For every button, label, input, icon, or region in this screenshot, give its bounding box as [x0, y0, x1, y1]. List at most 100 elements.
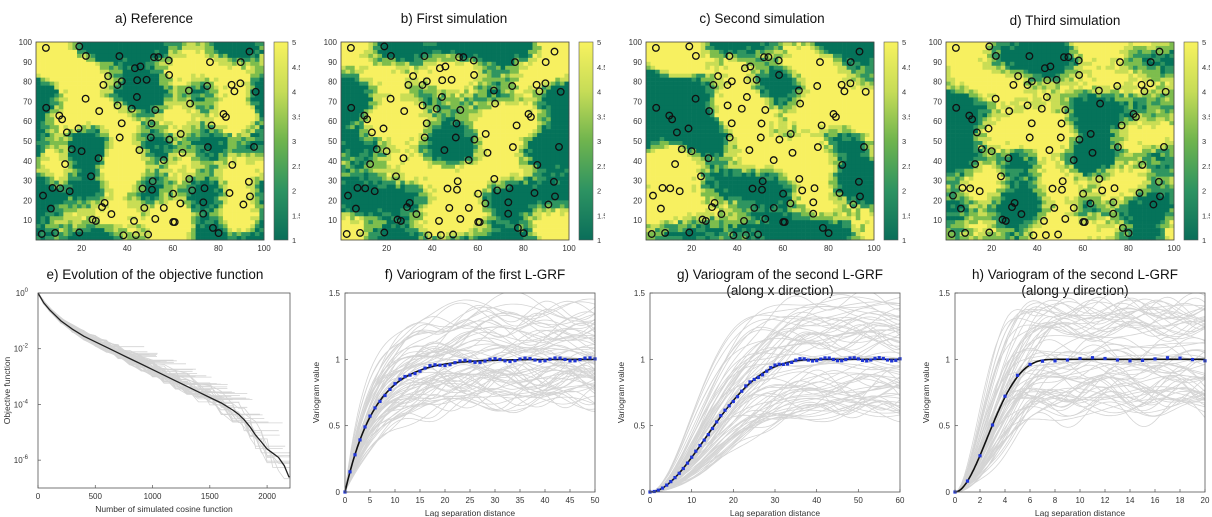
map-cell — [99, 180, 105, 185]
map-cell — [541, 97, 547, 102]
map-cell — [464, 93, 469, 98]
map-cell — [459, 200, 465, 205]
map-cell — [359, 168, 365, 173]
map-cell — [546, 125, 552, 130]
map-cell — [163, 172, 169, 177]
map-cell — [67, 57, 73, 63]
map-cell — [232, 45, 237, 51]
map-cell — [150, 224, 155, 229]
map-cell — [81, 73, 87, 78]
map-cell — [505, 61, 511, 67]
map-cell — [350, 164, 355, 170]
map-cell — [90, 85, 96, 90]
map-cell — [250, 141, 256, 146]
map-cell — [523, 184, 529, 189]
map-cell — [450, 49, 456, 55]
map-cell — [496, 220, 501, 225]
map-cell — [537, 125, 542, 130]
map-cell — [81, 232, 87, 237]
map-cell — [477, 105, 483, 110]
map-cell — [222, 188, 228, 193]
map-cell — [122, 144, 128, 150]
map-cell — [386, 125, 392, 130]
map-cell — [108, 93, 114, 98]
map-cell — [45, 236, 50, 241]
map-cell — [377, 180, 383, 185]
map-cell — [122, 192, 128, 197]
map-cell — [241, 188, 247, 193]
map-cell — [537, 180, 542, 185]
map-cell — [104, 49, 110, 55]
map-cell — [159, 97, 164, 102]
map-cell — [191, 45, 196, 51]
map-cell — [464, 77, 469, 82]
map-cell — [86, 224, 92, 229]
map-cell — [218, 125, 224, 130]
map-cell — [482, 184, 488, 189]
map-cell — [177, 212, 183, 217]
map-cell — [473, 121, 479, 126]
map-cell — [532, 232, 538, 237]
map-cell — [63, 93, 69, 98]
map-cell — [432, 236, 438, 241]
map-cell — [532, 97, 538, 102]
map-cell — [432, 144, 438, 150]
map-cell — [195, 228, 201, 233]
map-cell — [550, 164, 556, 170]
map-cell — [450, 113, 456, 118]
map-cell — [395, 148, 401, 154]
map-cell — [113, 73, 119, 78]
map-cell — [72, 216, 78, 221]
map-cell — [204, 212, 210, 217]
map-cell — [445, 220, 451, 225]
map-cell — [122, 117, 128, 122]
map-cell — [459, 73, 465, 78]
map-cell — [546, 105, 552, 110]
map-cell — [127, 192, 133, 197]
map-cell — [127, 156, 133, 162]
map-cell — [254, 101, 260, 106]
map-cell — [127, 236, 133, 241]
map-cell — [482, 89, 488, 94]
map-cell — [222, 156, 228, 162]
map-cell — [113, 89, 119, 94]
map-cell — [122, 113, 128, 118]
map-cell — [218, 188, 224, 193]
map-cell — [482, 144, 488, 150]
map-cell — [209, 141, 215, 146]
map-cell — [145, 45, 151, 51]
map-cell — [154, 77, 160, 82]
map-cell — [505, 176, 511, 181]
map-cell — [222, 228, 228, 233]
map-cell — [86, 57, 92, 63]
map-cell — [382, 77, 387, 82]
map-cell — [368, 141, 374, 146]
map-cell — [127, 105, 133, 110]
map-cell — [90, 77, 96, 82]
map-cell — [232, 232, 237, 237]
map-cell — [259, 224, 265, 229]
map-cell — [477, 152, 483, 158]
map-cell — [150, 160, 155, 166]
map-cell — [423, 45, 428, 51]
map-cell — [491, 49, 497, 55]
map-cell — [386, 176, 392, 181]
map-cell — [550, 144, 556, 150]
map-cell — [518, 176, 524, 181]
map-cell — [395, 97, 401, 102]
map-cell — [359, 220, 365, 225]
map-cell — [122, 42, 128, 47]
map-cell — [127, 196, 133, 201]
map-cell — [473, 81, 479, 86]
map-cell — [36, 141, 41, 146]
map-cell — [455, 117, 460, 122]
map-cell — [86, 228, 92, 233]
map-cell — [90, 105, 96, 110]
map-cell — [445, 57, 451, 63]
map-cell — [423, 53, 428, 59]
map-cell — [436, 89, 442, 94]
map-cell — [95, 141, 101, 146]
map-cell — [537, 109, 542, 114]
map-cell — [550, 141, 556, 146]
map-cell — [459, 188, 465, 193]
